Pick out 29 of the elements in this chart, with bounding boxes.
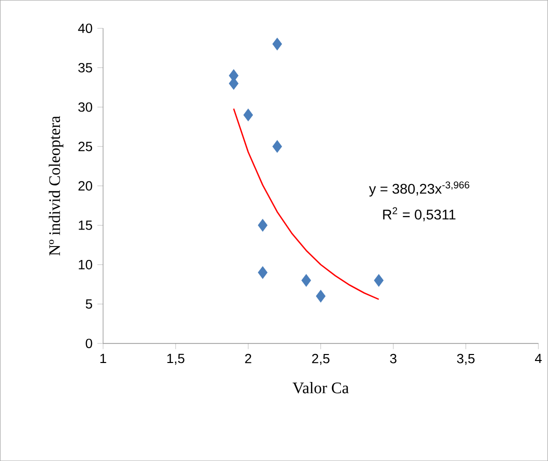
x-axis-title: Valor Ca: [292, 382, 349, 394]
line-series: [233, 108, 380, 300]
y-tick-label: 0: [86, 338, 92, 348]
x-tick-label: 4: [534, 354, 542, 363]
annotation: R$^{2}$ = 0,5311: [383, 207, 456, 222]
x-tick-label: 3: [390, 354, 396, 364]
annotation: y = 380,23x$^{-3,966}$: [369, 181, 470, 196]
y-axis-title: Nº individ Coleoptera: [48, 116, 64, 256]
x-tick-label: 2,5: [312, 354, 330, 365]
y-tick-label: 5: [86, 299, 92, 309]
point: [301, 274, 311, 287]
x-tick-label: 1: [100, 354, 106, 363]
point: [316, 290, 326, 302]
y-tick-label: 15: [78, 220, 92, 230]
y-tick-label: 40: [78, 23, 92, 33]
y-tick-label: 30: [78, 102, 92, 112]
y-tick-label: 20: [78, 181, 92, 190]
y-tick-label: 35: [78, 62, 92, 72]
point: [243, 108, 253, 122]
x-tick-label: 1,5: [167, 354, 184, 365]
y-tick-label: 25: [78, 142, 92, 152]
x-tick-label: 2: [245, 354, 252, 364]
point: [272, 140, 282, 153]
point: [374, 274, 384, 287]
y-tick-label: 10: [78, 260, 92, 270]
point: [258, 218, 268, 232]
x-tick-label: 3,5: [457, 354, 475, 365]
point: [272, 38, 282, 50]
point: [258, 266, 268, 279]
